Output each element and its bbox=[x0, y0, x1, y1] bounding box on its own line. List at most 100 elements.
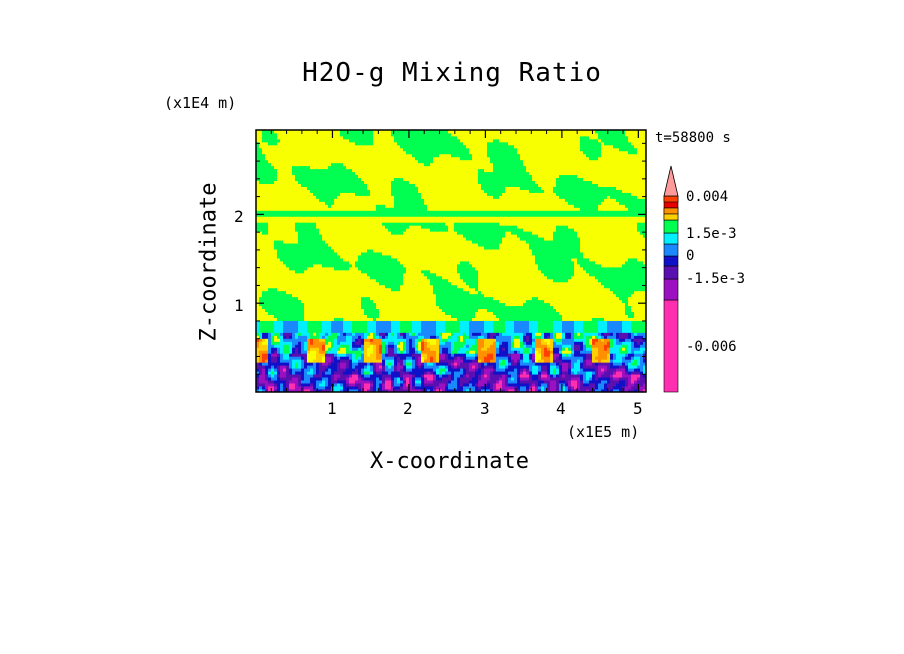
contour-cell bbox=[382, 365, 386, 369]
contour-cell bbox=[469, 302, 473, 307]
contour-cell bbox=[550, 335, 554, 339]
contour-cell bbox=[394, 308, 398, 313]
contour-cell bbox=[529, 368, 533, 372]
contour-cell bbox=[607, 284, 611, 289]
contour-cell bbox=[610, 317, 614, 321]
contour-cell bbox=[457, 278, 461, 283]
contour-cell bbox=[286, 371, 290, 375]
contour-cell bbox=[352, 371, 356, 375]
contour-cell bbox=[289, 344, 293, 348]
contour-cell bbox=[475, 368, 479, 372]
contour-cell bbox=[445, 305, 449, 310]
contour-cell bbox=[367, 362, 371, 366]
contour-cell bbox=[499, 284, 503, 289]
contour-cell bbox=[511, 368, 515, 372]
contour-cell bbox=[436, 365, 440, 369]
contour-cell bbox=[337, 326, 341, 330]
contour-cell bbox=[640, 308, 644, 313]
contour-cell bbox=[400, 317, 404, 321]
contour-cell bbox=[571, 371, 575, 375]
contour-cell bbox=[526, 323, 530, 327]
contour-cell bbox=[427, 374, 431, 378]
contour-cell bbox=[298, 377, 302, 381]
contour-cell bbox=[445, 368, 449, 372]
contour-cell bbox=[373, 356, 377, 360]
contour-cell bbox=[424, 362, 428, 366]
contour-cell bbox=[319, 380, 323, 384]
contour-cell bbox=[592, 350, 596, 354]
contour-cell bbox=[262, 374, 266, 378]
contour-cell bbox=[643, 359, 646, 363]
contour-cell bbox=[631, 308, 635, 313]
contour-cell bbox=[367, 353, 371, 357]
contour-cell bbox=[433, 389, 437, 392]
contour-cell bbox=[364, 293, 368, 298]
contour-cell bbox=[259, 317, 263, 321]
contour-cell bbox=[547, 386, 551, 390]
contour-cell bbox=[349, 365, 353, 369]
contour-cell bbox=[280, 380, 284, 384]
contour-cell bbox=[283, 371, 287, 375]
contour-cell bbox=[313, 278, 317, 283]
contour-cell bbox=[265, 368, 269, 372]
contour-cell bbox=[574, 284, 578, 289]
contour-cell bbox=[310, 347, 314, 351]
contour-cell bbox=[634, 353, 638, 357]
contour-cell bbox=[286, 305, 290, 310]
contour-cell bbox=[625, 380, 629, 384]
contour-cell bbox=[460, 308, 464, 313]
contour-cell bbox=[544, 368, 548, 372]
contour-cell bbox=[526, 314, 530, 318]
contour-cell bbox=[610, 383, 614, 387]
contour-cell bbox=[421, 353, 425, 357]
contour-cell bbox=[511, 332, 515, 336]
contour-cell bbox=[568, 368, 572, 372]
contour-cell bbox=[592, 359, 596, 363]
contour-cell bbox=[475, 326, 479, 330]
contour-cell bbox=[643, 362, 646, 366]
contour-cell bbox=[571, 368, 575, 372]
contour-cell bbox=[358, 341, 362, 345]
contour-cell bbox=[448, 386, 452, 390]
contour-cell bbox=[475, 329, 479, 333]
contour-cell bbox=[484, 365, 488, 369]
contour-cell bbox=[310, 284, 314, 289]
contour-cell bbox=[277, 341, 281, 345]
contour-cell bbox=[487, 362, 491, 366]
contour-cell bbox=[517, 383, 521, 387]
contour-cell bbox=[505, 341, 509, 345]
contour-cell bbox=[499, 293, 503, 298]
contour-cell bbox=[472, 365, 476, 369]
contour-cell bbox=[430, 287, 434, 292]
contour-cell bbox=[643, 308, 646, 313]
contour-cell bbox=[601, 281, 605, 286]
contour-cell bbox=[292, 314, 296, 318]
contour-cell bbox=[643, 317, 646, 321]
contour-cell bbox=[607, 278, 611, 283]
contour-cell bbox=[547, 290, 551, 295]
contour-cell bbox=[625, 332, 629, 336]
contour-cell bbox=[268, 377, 272, 381]
contour-cell bbox=[307, 278, 311, 283]
contour-cell bbox=[556, 338, 560, 342]
contour-cell bbox=[283, 389, 287, 392]
contour-cell bbox=[304, 278, 308, 283]
contour-cell bbox=[388, 326, 392, 330]
contour-cell bbox=[349, 302, 353, 307]
contour-cell bbox=[376, 371, 380, 375]
contour-cell bbox=[619, 377, 623, 381]
contour-cell bbox=[463, 287, 467, 292]
contour-cell bbox=[259, 305, 263, 310]
contour-cell bbox=[457, 296, 461, 301]
contour-cell bbox=[592, 305, 596, 310]
contour-cell bbox=[475, 338, 479, 342]
contour-cell bbox=[310, 383, 314, 387]
contour-cell bbox=[562, 284, 566, 289]
contour-cell bbox=[517, 281, 521, 286]
contour-cell bbox=[622, 347, 626, 351]
contour-cell bbox=[343, 359, 347, 363]
contour-cell bbox=[412, 356, 416, 360]
contour-cell bbox=[379, 377, 383, 381]
contour-cell bbox=[517, 290, 521, 295]
contour-cell bbox=[319, 317, 323, 321]
